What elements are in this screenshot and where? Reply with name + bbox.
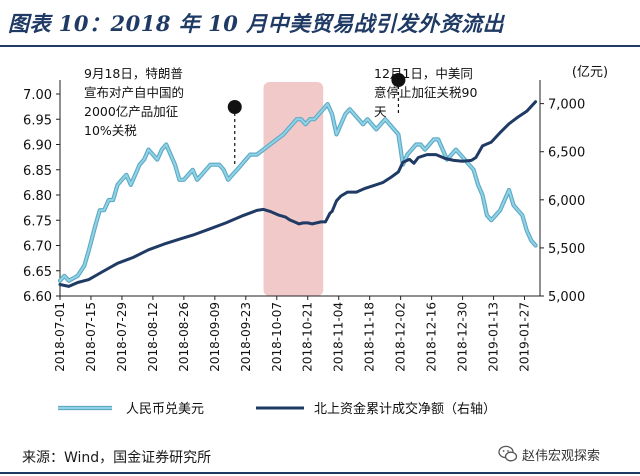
wechat-icon: [498, 445, 518, 462]
y-left-tick-label: 6.70: [23, 240, 52, 255]
y-right-tick-label: 6,000: [548, 194, 585, 209]
y-right-tick-label: 5,000: [548, 290, 585, 305]
x-tick-label: 2018-08-26: [177, 302, 191, 372]
x-tick-label: 2018-10-21: [301, 302, 315, 372]
x-tick-label: 2019-01-27: [518, 302, 532, 372]
x-tick-label: 2018-09-09: [208, 302, 222, 372]
y-left-tick-label: 6.90: [23, 139, 52, 154]
x-tick-label: 2018-09-23: [239, 302, 253, 372]
x-tick-label: 2018-07-29: [115, 302, 129, 372]
y-right-tick-label: 7,000: [548, 98, 585, 113]
annotation-text-line: 9月18日，特朗普: [84, 66, 183, 81]
title-bar: 图表 10：2018 年 10 月中美贸易战引发外资流出: [0, 0, 640, 47]
trade-war-highlight-band: [263, 82, 324, 296]
annotation-text-line: 10%关税: [84, 123, 137, 138]
x-tick-label: 2018-08-12: [146, 302, 160, 372]
annotation-text-line: 12月1日，中美同: [374, 66, 473, 81]
y-right-tick-label: 5,500: [548, 242, 585, 257]
chart-title: 图表 10：2018 年 10 月中美贸易战引发外资流出: [8, 11, 505, 36]
x-tick-label: 2018-12-16: [425, 302, 439, 372]
x-tick-label: 2018-12-30: [456, 302, 470, 372]
annotation-text-line: 2000亿产品加征: [84, 104, 179, 119]
y-left-tick-label: 6.60: [23, 290, 52, 305]
legend-label-northbound: 北上资金累计成交净额（右轴）: [314, 401, 496, 417]
y-left-tick-label: 6.80: [23, 189, 52, 204]
series-cny-usd-line: [59, 103, 537, 282]
title-divider: [0, 45, 640, 47]
chart: 6.60 6.65 6.70 6.75 6.80 6.85 6.90 6.95 7.00 5,00…: [23, 65, 608, 417]
x-tick-label: 2018-10-07: [270, 302, 284, 372]
source-note: 来源：Wind，国金证券研究所: [22, 450, 212, 466]
y-left-tick-label: 7.00: [23, 88, 52, 103]
bottom-divider: [0, 472, 640, 474]
x-tick-label: 2018-07-01: [53, 302, 67, 372]
annotation-text-line: 宣布对产自中国的: [84, 85, 184, 100]
y-left-tick-label: 6.95: [23, 113, 52, 128]
annotation-marker-dot: [391, 73, 406, 87]
x-tick-label: 2018-11-04: [332, 302, 346, 372]
x-tick-label: 2019-01-13: [487, 302, 501, 372]
x-tick-label: 2018-11-18: [363, 302, 377, 372]
y-left-tick-label: 6.65: [23, 265, 52, 280]
annotation-text-line: 天: [374, 104, 387, 119]
y-right-tick-label: 6,500: [548, 146, 585, 161]
brand-mark: 赵伟宏观探索: [498, 443, 600, 465]
x-tick-label: 2018-07-15: [84, 302, 98, 372]
annotation-text-line: 意停止加征关税90: [374, 85, 477, 100]
y-left-tick-label: 6.85: [23, 164, 52, 179]
series-northbound-line: [58, 100, 538, 288]
x-tick-label: 2018-12-02: [394, 302, 408, 372]
legend-label-cny-usd: 人民币兑美元: [126, 402, 204, 417]
brand-text: 赵伟宏观探索: [522, 448, 601, 464]
y-right-unit-label: (亿元): [572, 65, 608, 80]
annotation-marker-dot: [227, 100, 242, 114]
y-left-tick-label: 6.75: [23, 214, 52, 229]
